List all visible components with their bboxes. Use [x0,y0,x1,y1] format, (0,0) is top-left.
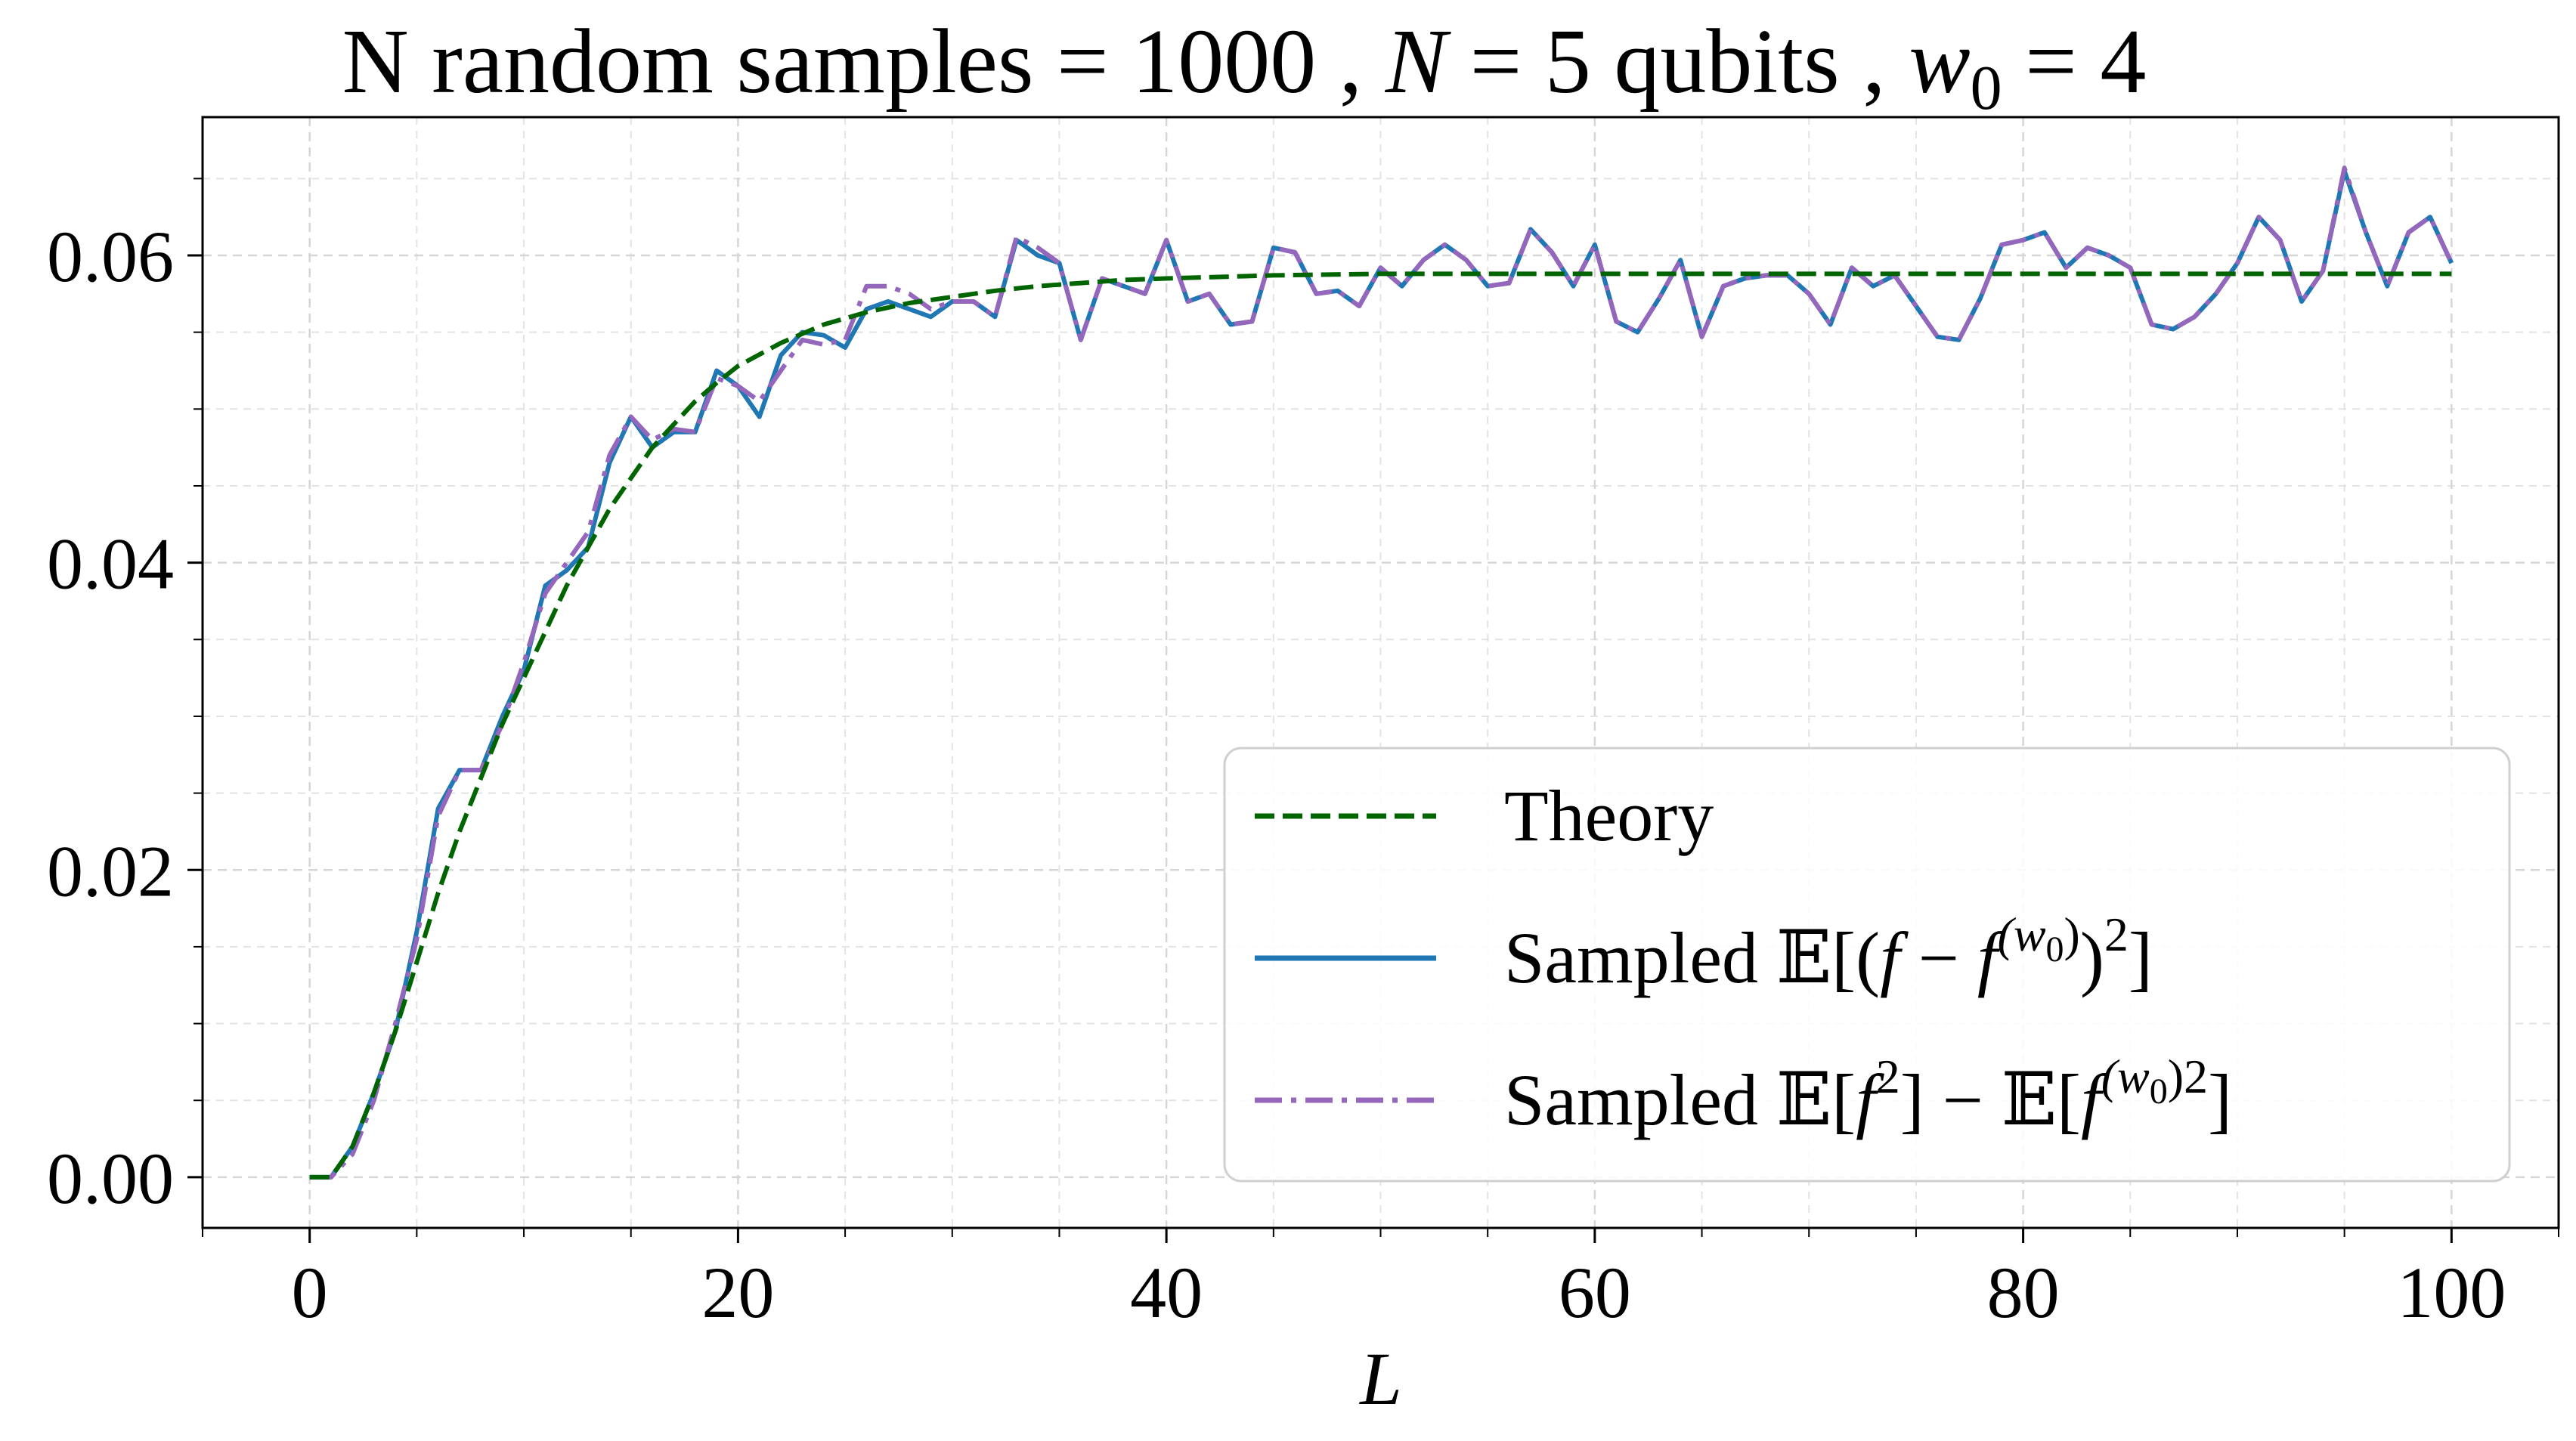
y-tick-label: 0.00 [47,1138,174,1219]
x-tick-label: 20 [701,1252,774,1333]
series-theory-line [309,271,2452,1180]
series-sampled-difference-line [309,165,2454,1180]
x-axis-label: L [1358,1337,1402,1421]
ticks-layer: 0 20 40 60 80 100 0.00 0.02 0.04 0.06 [47,178,2559,1333]
x-tick-label: 100 [2397,1252,2506,1333]
legend-label-theory: Theory [1504,775,1714,856]
x-tick-label: 80 [1987,1252,2060,1333]
x-tick-label: 60 [1559,1252,1631,1333]
legend-box [1223,747,2511,1183]
chart-title: N random samples = 1000 , N = 5 qubits ,… [342,11,2147,123]
x-tick-label: 40 [1130,1252,1203,1333]
x-tick-label: 0 [292,1252,328,1333]
legend-label-sampled-variance: Sampled 𝔼[(f − f(w0))2] [1504,908,2153,998]
legend-label-sampled-difference: Sampled 𝔼[f2] − 𝔼[f(w0)2] [1504,1050,2232,1140]
y-tick-label: 0.06 [47,216,174,297]
y-tick-label: 0.02 [47,830,174,911]
series-layer [309,165,2454,1180]
y-tick-label: 0.04 [47,524,174,605]
legend: Theory Sampled 𝔼[(f − f(w0))2] Sampled 𝔼… [1223,747,2511,1183]
